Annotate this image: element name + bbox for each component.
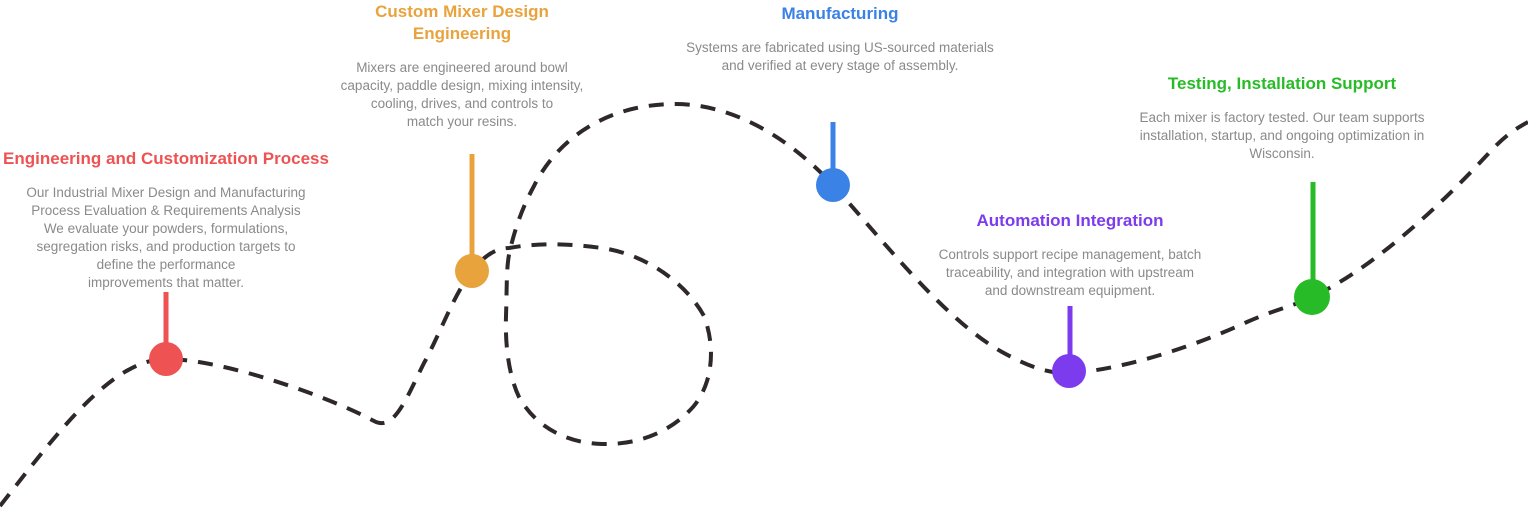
step-description: Each mixer is factory tested. Our team s… <box>1139 110 1425 161</box>
dot-manufacturing <box>816 168 850 202</box>
step-title: Custom Mixer Design Engineering <box>375 2 549 43</box>
step-testing-installation-support: Testing, Installation Support Each mixer… <box>1112 73 1452 163</box>
dot-automation-integration <box>1052 354 1086 388</box>
step-automation-integration: Automation Integration Controls support … <box>910 210 1230 300</box>
step-manufacturing: Manufacturing Systems are fabricated usi… <box>660 3 1020 75</box>
step-title: Manufacturing <box>781 4 899 23</box>
dot-custom-mixer-design-engineering <box>455 254 489 288</box>
step-title: Automation Integration <box>976 211 1164 230</box>
step-description: Mixers are engineered around bowl capaci… <box>340 60 584 129</box>
step-title: Testing, Installation Support <box>1167 74 1397 93</box>
step-description: Controls support recipe management, batc… <box>938 247 1202 298</box>
dot-engineering-and-customization-process <box>149 342 183 376</box>
step-description: Systems are fabricated using US-sourced … <box>686 40 994 73</box>
timeline-dashed-path <box>0 101 1528 508</box>
step-engineering-and-customization-process: Engineering and Customization Process Ou… <box>0 148 338 292</box>
step-custom-mixer-design-engineering: Custom Mixer Design Engineering Mixers a… <box>312 1 612 131</box>
dot-testing-installation-support <box>1294 279 1330 315</box>
step-description: Our Industrial Mixer Design and Manufact… <box>26 185 306 290</box>
step-title: Engineering and Customization Process <box>3 149 329 168</box>
